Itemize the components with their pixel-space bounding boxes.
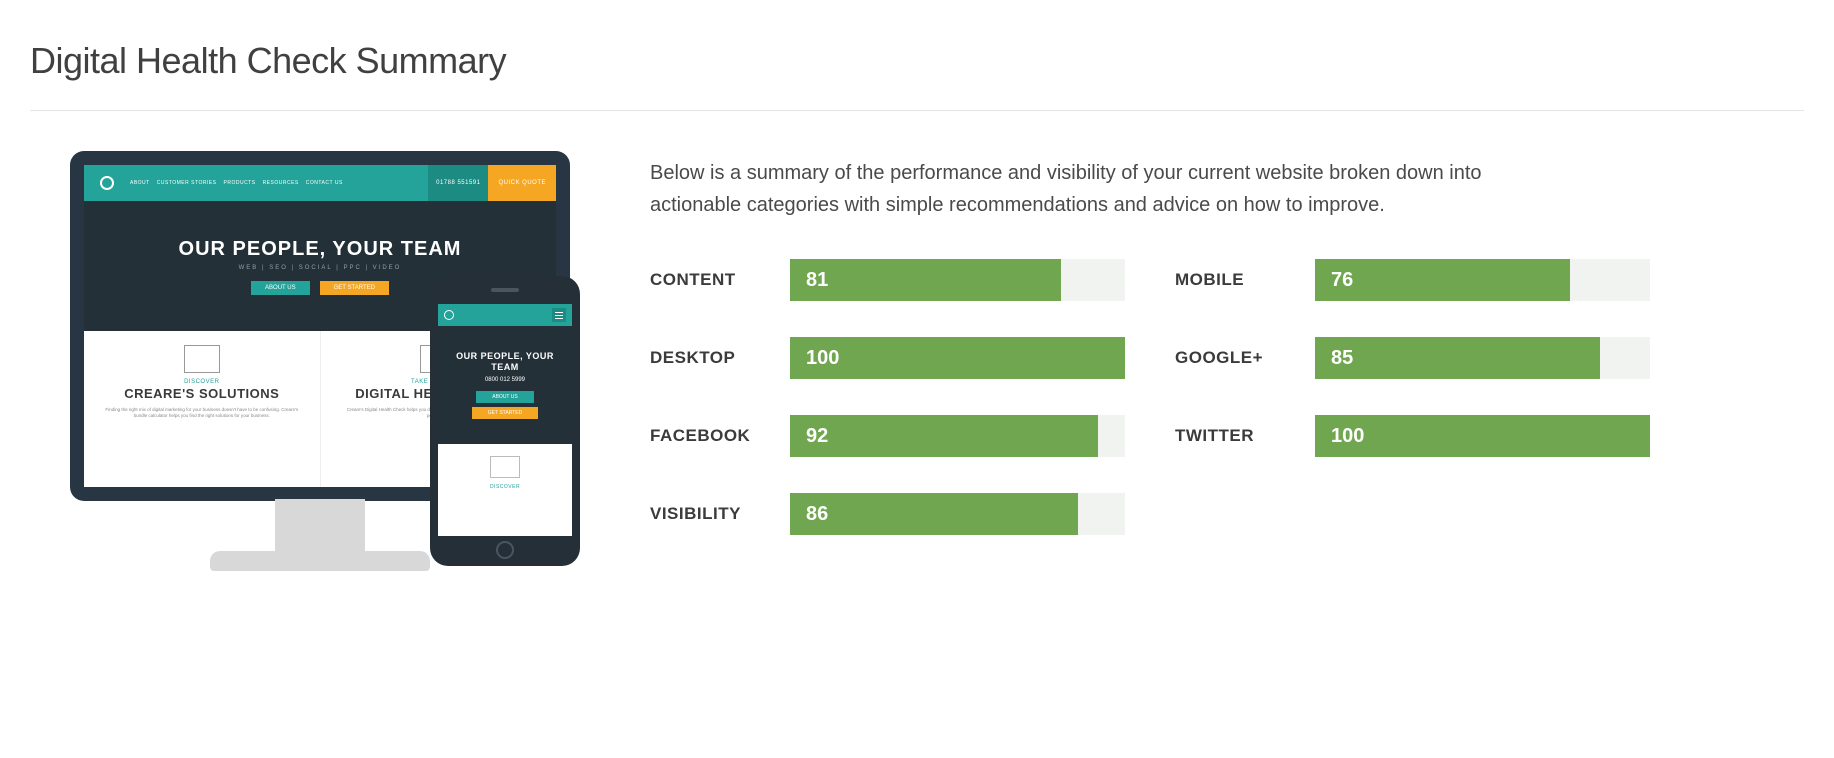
metric-bar-fill: 81 — [790, 259, 1061, 301]
hamburger-icon — [552, 308, 566, 322]
metric-bar-track: 92 — [790, 415, 1125, 457]
mock-hero-sub: WEB | SEO | SOCIAL | PPC | VIDEO — [239, 265, 402, 271]
mobile-mock-screen: OUR PEOPLE, YOUR TEAM 0800 012 5999 ABOU… — [438, 304, 572, 536]
mock-mobile-card-icon — [490, 456, 520, 478]
mock-nav: ABOUT CUSTOMER STORIES PRODUCTS RESOURCE… — [130, 180, 428, 186]
metric-row: TWITTER100 — [1175, 415, 1650, 457]
mock-mobile-phone: 0800 012 5999 — [485, 377, 525, 383]
metric-label: DESKTOP — [650, 348, 790, 368]
metric-bar-fill: 100 — [790, 337, 1125, 379]
mock-nav-item: CONTACT US — [306, 180, 343, 186]
intro-paragraph: Below is a summary of the performance an… — [650, 157, 1550, 221]
metric-bar-track: 100 — [1315, 415, 1650, 457]
metric-row: DESKTOP100 — [650, 337, 1125, 379]
metric-bar-track: 81 — [790, 259, 1125, 301]
metric-bar-fill: 86 — [790, 493, 1078, 535]
metric-row: MOBILE76 — [1175, 259, 1650, 301]
mock-nav-item: ABOUT — [130, 180, 150, 186]
mock-nav-item: RESOURCES — [263, 180, 299, 186]
mock-mobile-hero: OUR PEOPLE, YOUR TEAM 0800 012 5999 ABOU… — [438, 326, 572, 444]
monitor-foot — [210, 551, 430, 571]
mock-mobile-start-button: GET STARTED — [472, 407, 538, 419]
metric-row: FACEBOOK92 — [650, 415, 1125, 457]
content-row: ABOUT CUSTOMER STORIES PRODUCTS RESOURCE… — [30, 151, 1804, 591]
monitor-stand — [275, 499, 365, 559]
metric-bar-track: 85 — [1315, 337, 1650, 379]
mock-topbar: ABOUT CUSTOMER STORIES PRODUCTS RESOURCE… — [84, 165, 556, 201]
metric-label: VISIBILITY — [650, 504, 790, 524]
metric-row: CONTENT81 — [650, 259, 1125, 301]
phone-home-button — [496, 541, 514, 559]
metric-label: MOBILE — [1175, 270, 1315, 290]
metric-bar-fill: 85 — [1315, 337, 1600, 379]
metric-label: TWITTER — [1175, 426, 1315, 446]
metric-bar-track: 86 — [790, 493, 1125, 535]
page-title: Digital Health Check Summary — [30, 40, 1804, 82]
mock-mobile-topbar — [438, 304, 572, 326]
metric-label: CONTENT — [650, 270, 790, 290]
summary-column: Below is a summary of the performance an… — [650, 151, 1804, 535]
metric-row: GOOGLE+85 — [1175, 337, 1650, 379]
mock-card: DISCOVER CREARE'S SOLUTIONS Finding the … — [84, 331, 321, 487]
mock-phone-box: 01788 551591 — [428, 165, 488, 201]
mock-card-kicker: DISCOVER — [104, 379, 300, 385]
mock-hero-buttons: ABOUT US GET STARTED — [251, 281, 389, 295]
mobile-mock-frame: OUR PEOPLE, YOUR TEAM 0800 012 5999 ABOU… — [430, 276, 580, 566]
mock-quote-button: QUICK QUOTE — [488, 165, 556, 201]
metric-bar-track: 76 — [1315, 259, 1650, 301]
mock-start-button: GET STARTED — [320, 281, 389, 295]
mock-mobile-card-kicker: DISCOVER — [438, 484, 572, 490]
mock-nav-item: PRODUCTS — [224, 180, 256, 186]
mock-mobile-hero-title: OUR PEOPLE, YOUR TEAM — [446, 351, 564, 373]
metric-label: FACEBOOK — [650, 426, 790, 446]
phone-speaker — [491, 288, 519, 292]
mock-logo — [84, 165, 130, 201]
mock-mobile-card: DISCOVER — [438, 444, 572, 490]
mock-card-icon — [184, 345, 220, 373]
metric-bar-track: 100 — [790, 337, 1125, 379]
metric-bar-fill: 76 — [1315, 259, 1570, 301]
mock-card-title: CREARE'S SOLUTIONS — [104, 387, 300, 401]
metric-row: VISIBILITY86 — [650, 493, 1125, 535]
metric-bar-fill: 92 — [790, 415, 1098, 457]
mock-about-button: ABOUT US — [251, 281, 310, 295]
mock-mobile-about-button: ABOUT US — [476, 391, 533, 403]
device-mockup: ABOUT CUSTOMER STORIES PRODUCTS RESOURCE… — [30, 151, 600, 591]
metrics-grid: CONTENT81MOBILE76DESKTOP100GOOGLE+85FACE… — [650, 259, 1650, 535]
mock-nav-item: CUSTOMER STORIES — [157, 180, 217, 186]
mock-card-desc: Finding the right mix of digital marketi… — [104, 407, 300, 419]
metric-bar-fill: 100 — [1315, 415, 1650, 457]
mock-mobile-logo — [444, 310, 454, 320]
mock-hero-title: OUR PEOPLE, YOUR TEAM — [179, 238, 462, 261]
section-divider — [30, 110, 1804, 111]
metric-label: GOOGLE+ — [1175, 348, 1315, 368]
